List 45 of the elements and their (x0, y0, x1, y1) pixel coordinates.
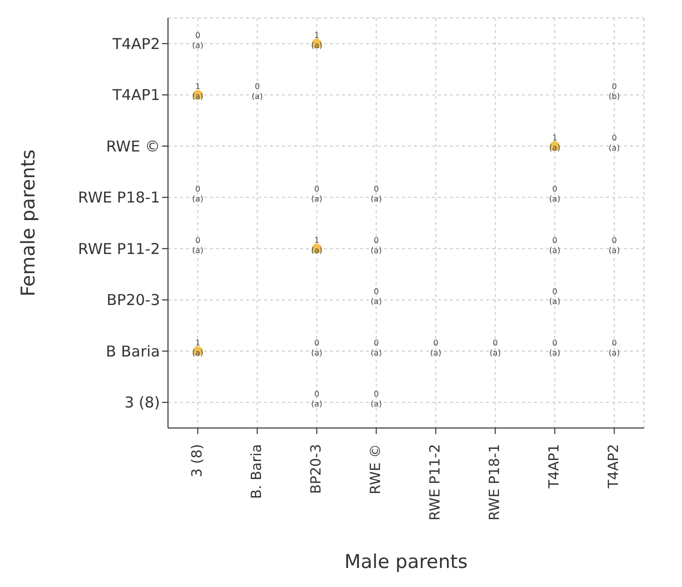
y-tick-label: RWE P18-1 (78, 188, 160, 207)
x-tick-label: T4AP1 (546, 444, 563, 490)
data-label: 0 (a) (370, 287, 382, 306)
y-tick-label: 3 (8) (124, 394, 160, 412)
data-label: 0 (a) (192, 236, 204, 255)
data-label: 0 (a) (311, 338, 322, 358)
x-tick-label: RWE P11-2 (428, 444, 444, 521)
data-label: 0 (a) (311, 390, 322, 409)
data-label: 0 (a) (608, 338, 620, 358)
x-axis-title: Male parents (344, 551, 468, 573)
data-label: 1 (a) (311, 236, 322, 255)
x-tick-label: T4AP2 (606, 444, 622, 490)
data-label: 0 (a) (490, 338, 501, 358)
y-tick-label: T4AP1 (111, 86, 160, 104)
data-label: 0 (a) (370, 390, 382, 409)
data-label: 0 (a) (430, 338, 442, 358)
x-tick-label: RWE © (368, 444, 384, 494)
data-label: 0 (a) (311, 184, 322, 204)
y-tick-label: RWE © (106, 137, 160, 156)
data-label: 0 (a) (252, 82, 263, 102)
data-label: 0 (a) (608, 133, 620, 152)
data-label: 0 (a) (549, 338, 560, 358)
y-axis-title: Female parents (18, 150, 40, 296)
data-label: 1 (a) (311, 30, 322, 50)
data-label: 0 (a) (370, 184, 382, 204)
data-label: 0 (a) (370, 236, 382, 255)
y-tick-label: T4AP2 (111, 34, 160, 53)
data-label: 0 (a) (549, 287, 560, 306)
data-label: 1 (a) (192, 82, 204, 102)
data-label: 0 (a) (370, 338, 382, 358)
x-tick-label: B. Baria (249, 444, 266, 499)
y-tick-label: BP20-3 (106, 291, 160, 310)
data-label: 1 (a) (549, 133, 560, 152)
y-tick-label: RWE P11-2 (78, 240, 160, 258)
x-tick-label: 3 (8) (190, 444, 206, 478)
x-tick-label: RWE P18-1 (487, 444, 504, 521)
y-tick-label: B Baria (106, 342, 160, 360)
data-label: 1 (a) (192, 338, 204, 358)
data-label: 0 (a) (549, 184, 560, 204)
data-label: 0 (a) (192, 184, 204, 204)
x-tick-label: BP20-3 (308, 444, 325, 494)
data-label: 0 (a) (549, 236, 560, 255)
data-label: 0 (a) (608, 236, 620, 255)
data-label: 0 (a) (192, 30, 204, 50)
data-label: 0 (b) (608, 82, 620, 102)
